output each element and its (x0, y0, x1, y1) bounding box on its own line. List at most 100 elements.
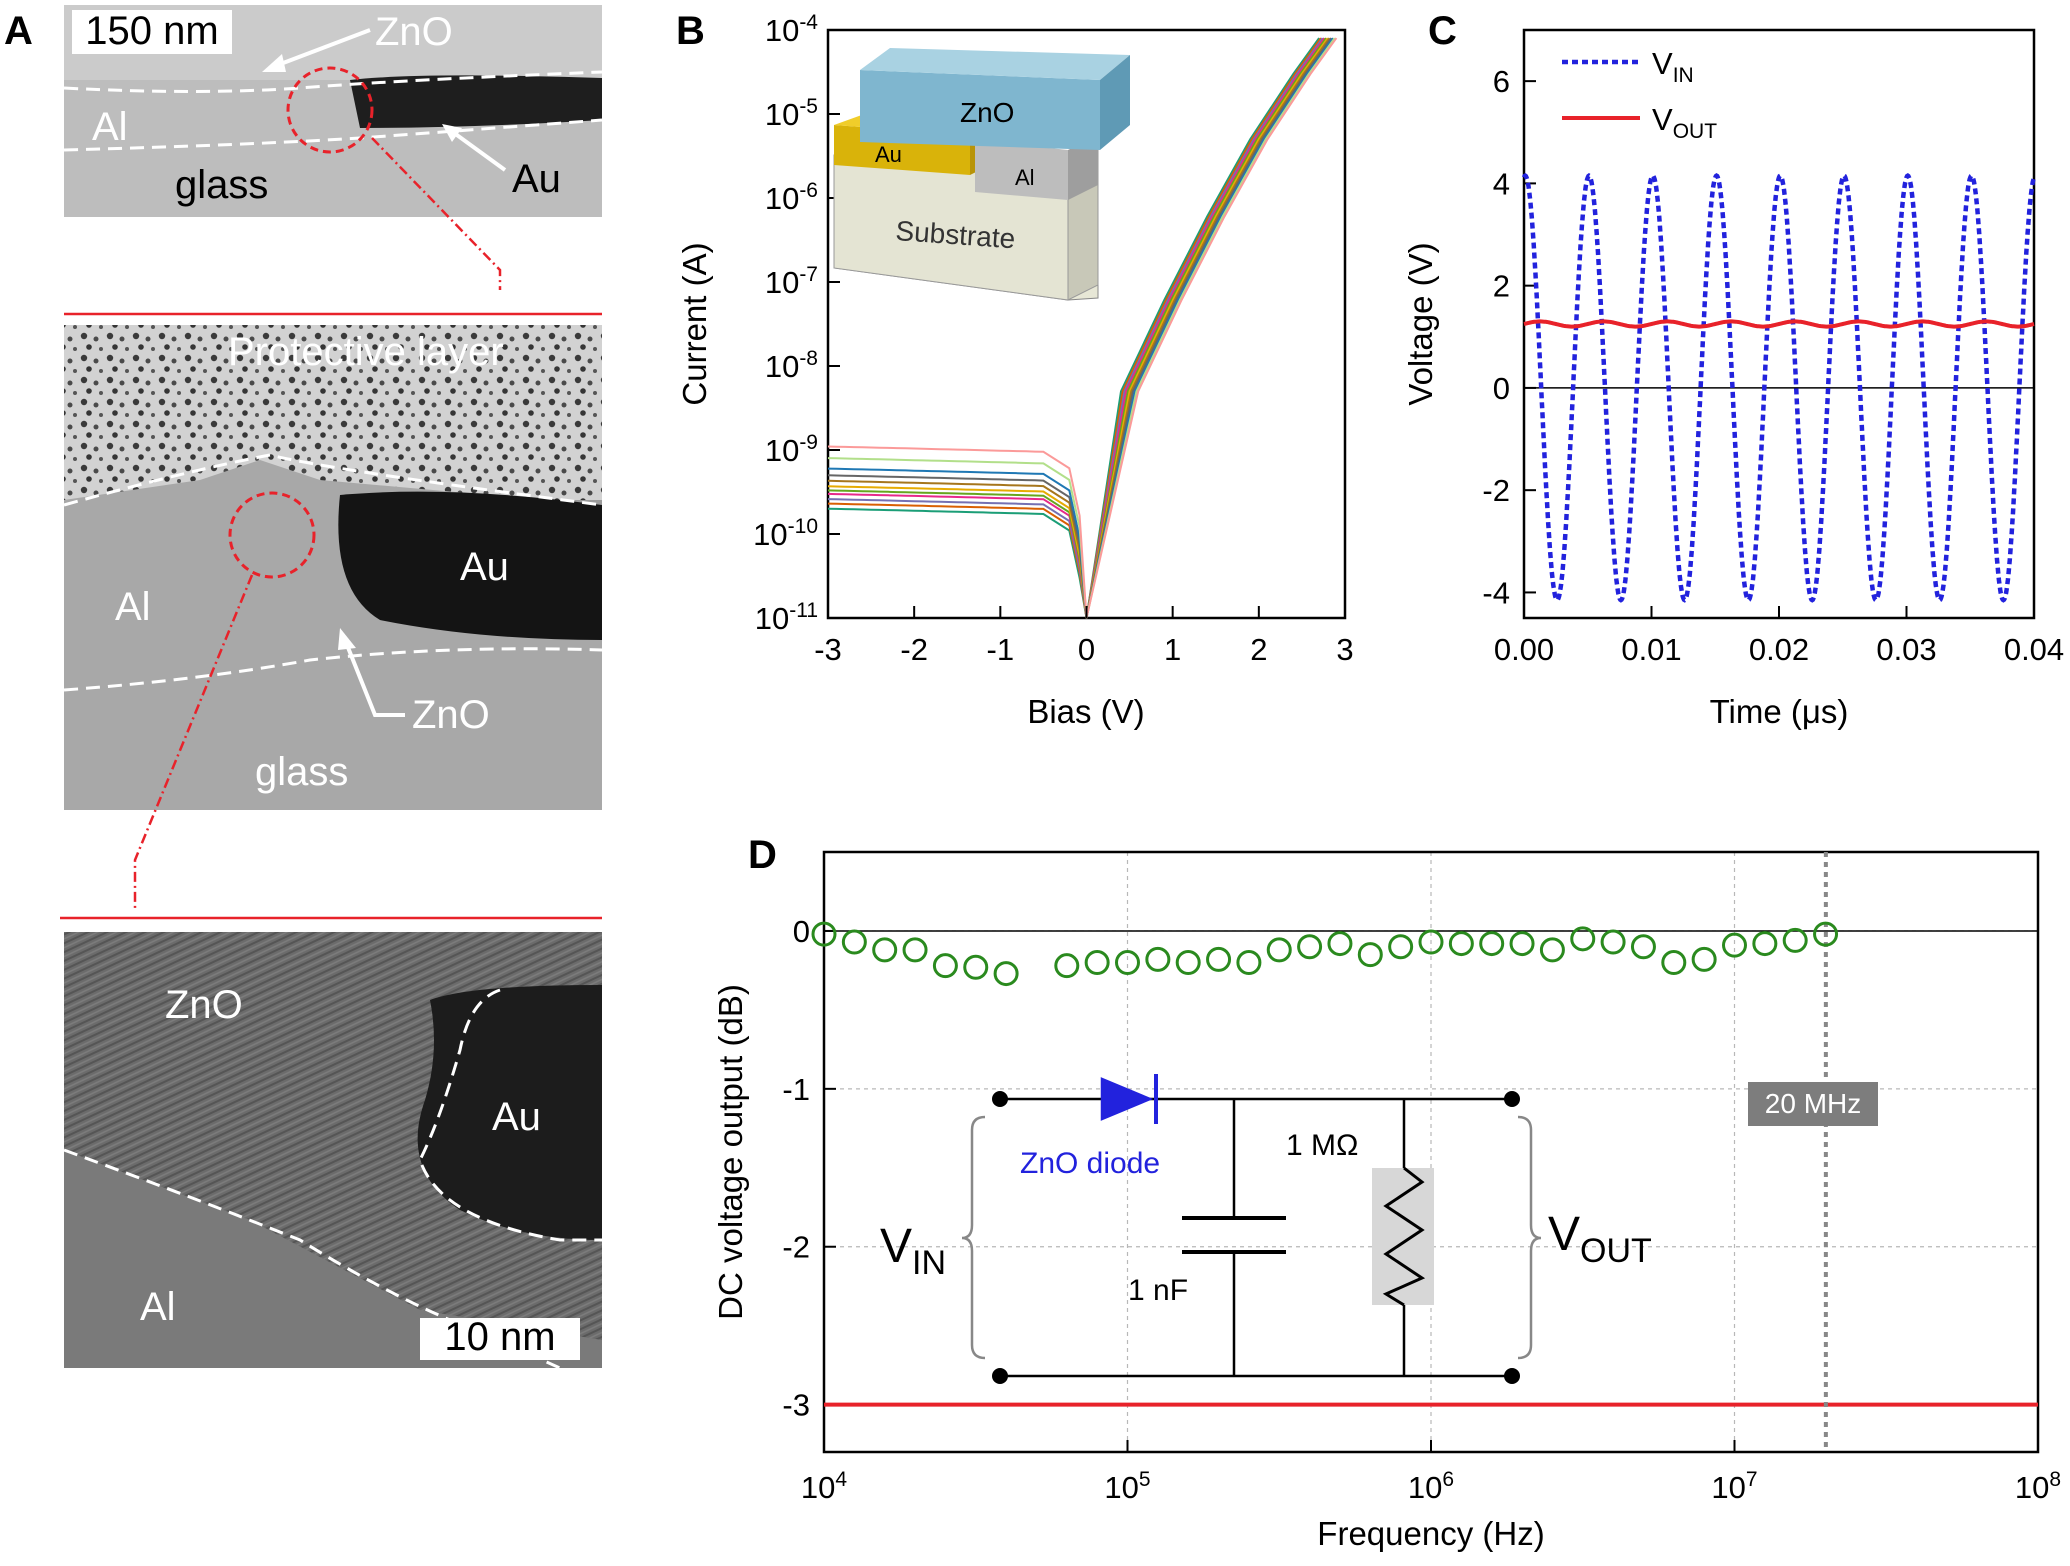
plot-d-data-point (1206, 946, 1232, 972)
plot-d-xlabel: Frequency (Hz) (1317, 1515, 1544, 1552)
device-schematic-inset: ZnO Au Al Substrate (833, 48, 1130, 301)
plot-b-xtick-label: 0 (1078, 632, 1095, 667)
plot-d-xtick-label: 106 (1408, 1468, 1454, 1505)
panel-c-letter: C (1428, 9, 1457, 53)
plot-d-data-point (1813, 921, 1839, 947)
plot-d-ytick-label: 0 (793, 914, 810, 949)
inset-label-zno: ZnO (960, 97, 1014, 128)
label-zno-top: ZnO (375, 10, 453, 54)
plot-b-xtick-label: -2 (900, 632, 928, 667)
resistor-body (1372, 1168, 1434, 1305)
plot-b-iv-curve (827, 37, 1338, 619)
legend-vout-label: VOUT (1652, 102, 1717, 143)
rectifier-circuit-inset (961, 1074, 1542, 1378)
panel-b-letter: B (676, 9, 705, 53)
plot-c-curves (1521, 173, 2037, 603)
plot-d-data-point (1388, 934, 1414, 960)
plot-d-marks (811, 852, 2038, 1452)
plot-d-data-point (1297, 934, 1323, 960)
plot-c-xtick-label: 0.00 (1494, 632, 1554, 667)
label-glass-middle: glass (255, 750, 348, 794)
marker-20mhz-label: 20 MHz (1765, 1088, 1861, 1119)
plot-c-xlabel: Time (μs) (1710, 693, 1849, 730)
plot-b-ytick-label: 10-7 (765, 263, 818, 300)
plot-b-ytick-label: 10-11 (755, 599, 818, 636)
plot-d-data-point (811, 921, 837, 947)
panel-a: A 150 nm ZnO Al glass Au (4, 5, 603, 1370)
plot-d-data-point (1054, 953, 1080, 979)
zoom-connector-2 (60, 574, 602, 920)
plot-b-ytick-label: 10-10 (753, 515, 818, 552)
plot-b-xlabel: Bias (V) (1027, 693, 1144, 730)
plot-b-ytick-label: 10-9 (765, 431, 818, 468)
plot-d-ytick-label: -3 (782, 1388, 810, 1423)
plot-b-xtick-label: -3 (814, 632, 842, 667)
plot-c-vin-curve (1521, 173, 2037, 603)
label-zno-middle: ZnO (412, 693, 490, 737)
circuit-label-res: 1 MΩ (1286, 1129, 1358, 1162)
plot-b-ytick-label: 10-4 (765, 11, 818, 48)
plot-d-data-point (1418, 929, 1444, 955)
label-al-top: Al (92, 105, 128, 149)
plot-c-legend: VIN VOUT (1562, 46, 1717, 143)
plot-d-data-point (1722, 932, 1747, 958)
plot-b-ytick-label: 10-5 (765, 95, 818, 132)
legend-vin-label: VIN (1652, 46, 1694, 87)
plot-c-xtick-label: 0.03 (1876, 632, 1936, 667)
label-zno-bottom: ZnO (165, 983, 243, 1027)
plot-d-data-point (902, 937, 928, 963)
plot-c-xtick-label: 0.04 (2004, 632, 2064, 667)
tem-image-bottom: ZnO Au Al 10 nm (63, 932, 602, 1370)
plot-b-curves (827, 37, 1338, 619)
label-au-middle: Au (460, 545, 509, 589)
plot-d-data-point (1539, 937, 1565, 963)
panel-a-letter: A (4, 9, 33, 53)
plot-d-data-point (1570, 926, 1596, 952)
plot-d-xtick-label: 107 (1711, 1468, 1757, 1505)
circuit-label-vout: VOUT (1548, 1208, 1652, 1270)
plot-d-data-point (1175, 950, 1201, 976)
inset-label-au: Au (875, 142, 902, 167)
plot-d-data-point (1327, 931, 1353, 957)
plot-d-ytick-label: -2 (782, 1230, 810, 1265)
plot-d-data-point (1691, 946, 1717, 972)
plot-c-ytick-label: 2 (1493, 269, 1510, 304)
plot-d-data-point (872, 937, 898, 963)
plot-b-ylabel: Current (A) (676, 242, 713, 405)
plot-d-data-point (1448, 931, 1474, 957)
plot-d-ylabel: DC voltage output (dB) (712, 984, 749, 1320)
plot-d-xtick-label: 104 (801, 1468, 847, 1505)
tem-image-top: 150 nm ZnO Al glass Au (63, 5, 603, 217)
plot-c-ytick-label: -4 (1482, 575, 1510, 610)
plot-d-data-point (1236, 950, 1262, 976)
plot-d-data-point (1600, 929, 1626, 955)
plot-c-ytick-label: 4 (1493, 166, 1510, 201)
plot-d-data-point (841, 929, 867, 955)
scalebar-10nm: 10 nm (444, 1315, 555, 1359)
plot-d-data-point (1479, 931, 1505, 957)
plot-d-data-point (1630, 934, 1656, 960)
plot-d-data-point (1661, 950, 1687, 976)
marker-20mhz: 20 MHz (1748, 1082, 1878, 1126)
plot-d-ytick-label: -1 (782, 1072, 810, 1107)
plot-c-xtick-label: 0.01 (1621, 632, 1681, 667)
plot-d-data-point (1752, 931, 1778, 957)
plot-b-ytick-label: 10-8 (765, 347, 818, 384)
circuit-node-out-top (1504, 1091, 1520, 1107)
plot-c-ytick-label: 0 (1493, 371, 1510, 406)
plot-b-xtick-label: 3 (1336, 632, 1353, 667)
plot-d-grid (824, 852, 2038, 1452)
plot-d-data-point (1782, 927, 1808, 953)
circuit-label-vin: VIN (880, 1220, 946, 1282)
plot-d-data-point (1266, 937, 1292, 963)
label-glass-top: glass (175, 163, 268, 207)
circuit-node-in-top (992, 1091, 1008, 1107)
tem-image-middle: Protective layer Al Au ZnO glass (63, 325, 603, 810)
plot-d-data-point (1115, 950, 1140, 976)
plot-d-data-point (1145, 946, 1171, 972)
plot-d-xtick-label: 105 (1104, 1468, 1150, 1505)
plot-d-data-point (963, 954, 989, 980)
circuit-label-cap: 1 nF (1128, 1274, 1188, 1307)
